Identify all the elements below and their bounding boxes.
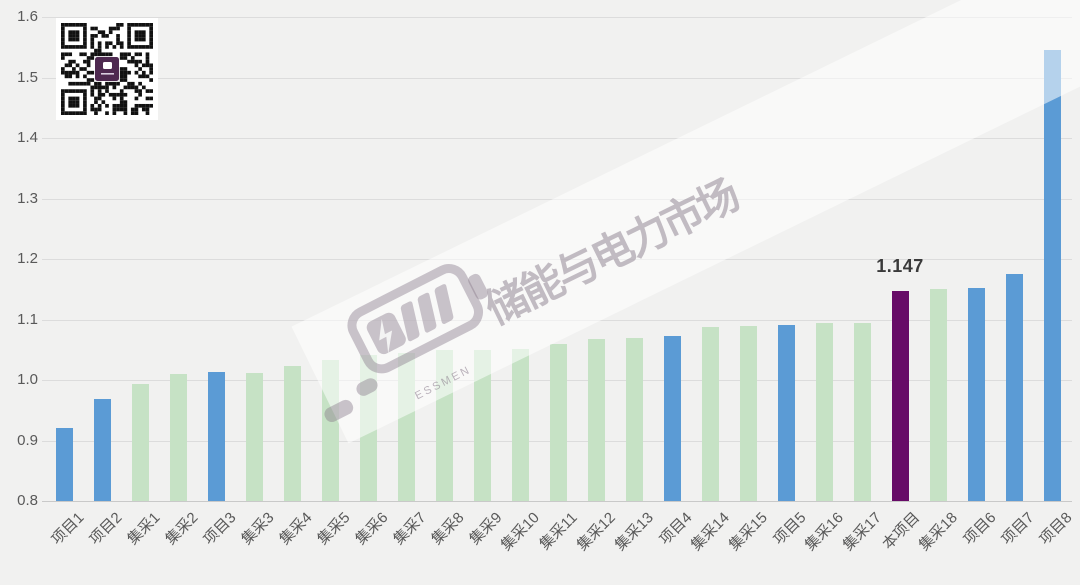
x-axis-label: 项目2 — [86, 509, 126, 549]
x-axis-label: 集采8 — [428, 509, 468, 549]
bar-集采5 — [321, 360, 339, 501]
bar-项目8 — [1043, 50, 1061, 501]
x-axis-label: 集采10 — [498, 509, 544, 555]
bar-集采1 — [131, 384, 149, 501]
y-axis-label: 0.8 — [17, 492, 38, 509]
bar-集采9 — [473, 350, 491, 501]
bar-集采16 — [815, 322, 833, 501]
x-axis-label: 项目8 — [1036, 509, 1076, 549]
bar-集采14 — [701, 326, 719, 501]
y-axis-label: 1.3 — [17, 189, 38, 207]
x-axis-label: 集采2 — [162, 509, 202, 549]
x-axis-label: 集采1 — [124, 509, 164, 549]
y-axis-label: 1.6 — [17, 8, 38, 25]
y-axis-label: 1.4 — [17, 129, 38, 146]
x-axis-label: 本项目 — [879, 509, 924, 553]
bar-集采18 — [929, 289, 947, 501]
bar-集采3 — [245, 372, 263, 501]
y-axis-label: 1.1 — [17, 310, 38, 328]
y-axis-label: 1.2 — [17, 250, 38, 267]
x-axis-label: 集采14 — [688, 509, 734, 555]
bar-集采8 — [435, 350, 453, 501]
x-axis-label: 集采15 — [726, 509, 772, 555]
x-axis-label: 集采6 — [352, 509, 392, 549]
bar-项目6 — [967, 288, 985, 501]
bar-集采7 — [397, 353, 415, 501]
bar-集采11 — [549, 344, 567, 501]
bar-项目3 — [207, 372, 225, 501]
y-axis-label: 1.5 — [17, 68, 38, 86]
y-axis-label: 1.0 — [17, 371, 38, 388]
bar-集采13 — [625, 337, 643, 501]
bar-集采2 — [169, 373, 187, 501]
bar-集采15 — [739, 326, 757, 501]
bar-本项目 — [891, 291, 909, 501]
bar-项目2 — [93, 398, 111, 501]
qr-code-image — [61, 23, 153, 115]
gridline — [42, 198, 1072, 200]
y-axis-label: 0.9 — [17, 431, 38, 449]
x-axis-label: 集采5 — [314, 509, 354, 549]
x-axis-label: 集采4 — [276, 509, 316, 549]
gridline — [42, 138, 1072, 139]
x-axis-label: 集采11 — [536, 509, 582, 554]
bar-集采12 — [587, 339, 605, 501]
wechat-qr-code — [56, 18, 158, 120]
gridline — [42, 17, 1072, 18]
bar-集采10 — [511, 349, 529, 501]
x-axis-label: 项目3 — [200, 509, 240, 549]
x-axis-label: 集采7 — [390, 509, 430, 549]
gridline — [42, 77, 1072, 79]
bar-集采6 — [359, 355, 377, 501]
x-axis-label: 集采3 — [238, 509, 278, 549]
bar-项目4 — [663, 336, 681, 501]
x-axis-label: 项目1 — [48, 509, 88, 549]
bar-项目1 — [55, 428, 73, 501]
x-axis-label: 集采16 — [802, 509, 848, 555]
x-axis-label: 项目6 — [960, 509, 1000, 549]
x-axis-label: 集采13 — [612, 509, 658, 555]
bar-项目7 — [1005, 274, 1023, 501]
x-axis-label: 集采18 — [916, 509, 962, 555]
gridline — [42, 501, 1072, 502]
bar-集采4 — [283, 366, 301, 501]
x-axis-label: 集采17 — [840, 509, 886, 555]
gridline — [42, 319, 1072, 321]
x-axis-label: 项目7 — [998, 509, 1038, 549]
bar-项目5 — [777, 324, 795, 501]
watermark-text: 储能与电力市场 — [478, 171, 745, 334]
bar-集采17 — [853, 322, 871, 501]
bar-value-annotation: 1.147 — [876, 256, 924, 276]
x-axis-label: 集采12 — [574, 509, 620, 555]
